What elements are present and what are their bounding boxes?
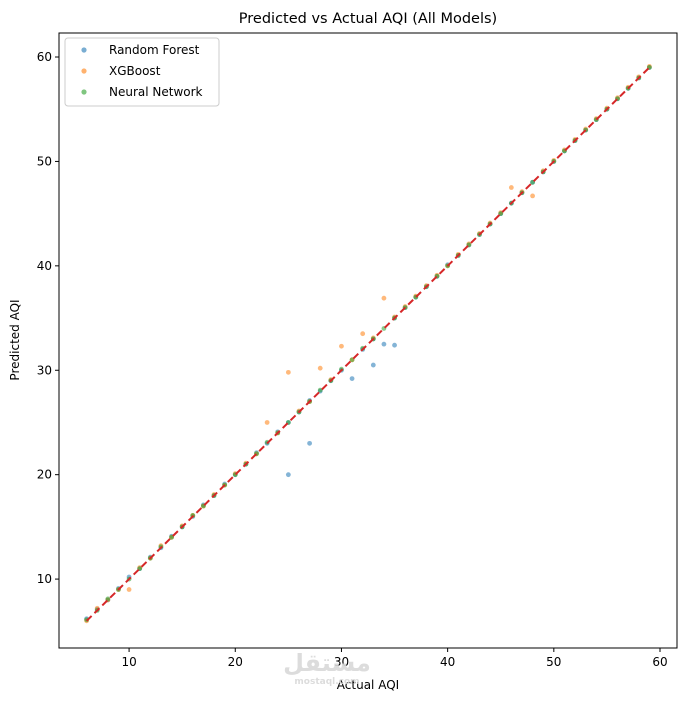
reference-line xyxy=(85,66,651,622)
data-point xyxy=(530,193,535,199)
data-point xyxy=(285,369,291,375)
data-point xyxy=(317,365,323,371)
x-tick-label: 40 xyxy=(440,655,455,669)
y-axis-title: Predicted AQI xyxy=(8,299,22,380)
plot-marks xyxy=(84,64,652,624)
legend-label: Neural Network xyxy=(109,85,203,99)
y-tick-label: 30 xyxy=(37,363,52,377)
data-point xyxy=(381,295,387,301)
y-axis: 10 20 30 40 50 60 xyxy=(37,50,59,586)
x-axis-title: Actual AQI xyxy=(337,678,399,692)
legend-label: XGBoost xyxy=(109,64,161,78)
x-tick-label: 20 xyxy=(228,655,243,669)
data-point xyxy=(349,357,355,363)
x-tick-label: 30 xyxy=(334,655,349,669)
legend-marker xyxy=(81,68,87,74)
data-point xyxy=(285,472,291,478)
data-point xyxy=(498,211,504,217)
data-point xyxy=(508,185,514,190)
data-point xyxy=(169,534,174,540)
y-tick-label: 40 xyxy=(37,259,52,273)
y-tick-label: 60 xyxy=(37,50,52,64)
y-tick-label: 10 xyxy=(37,572,52,586)
legend: Random Forest XGBoost Neural Network xyxy=(64,37,220,107)
x-tick-label: 50 xyxy=(546,655,561,669)
watermark-sub-text: mostaql.com xyxy=(294,677,359,687)
x-tick-label: 60 xyxy=(652,655,667,669)
data-point xyxy=(307,440,312,446)
legend-label: Random Forest xyxy=(109,43,200,57)
y-tick-label: 50 xyxy=(37,154,52,168)
legend-marker xyxy=(81,89,87,95)
x-axis: 10 20 30 40 50 60 xyxy=(121,648,668,669)
plot-frame xyxy=(58,32,678,649)
watermark-logo: مستقل mostaql.com xyxy=(283,649,371,687)
data-point xyxy=(339,343,344,349)
chart-title: Predicted vs Actual AQI (All Models) xyxy=(239,11,497,27)
data-point xyxy=(381,341,387,347)
data-point xyxy=(360,331,366,337)
watermark-logo-text: مستقل xyxy=(283,649,371,677)
data-point xyxy=(264,420,270,425)
x-tick-label: 10 xyxy=(121,655,136,669)
legend-marker xyxy=(81,47,87,53)
y-tick-label: 20 xyxy=(37,468,52,482)
legend-box xyxy=(64,37,220,107)
data-point xyxy=(349,376,355,382)
data-point xyxy=(392,342,397,348)
data-point xyxy=(370,362,376,368)
data-point xyxy=(126,587,132,592)
